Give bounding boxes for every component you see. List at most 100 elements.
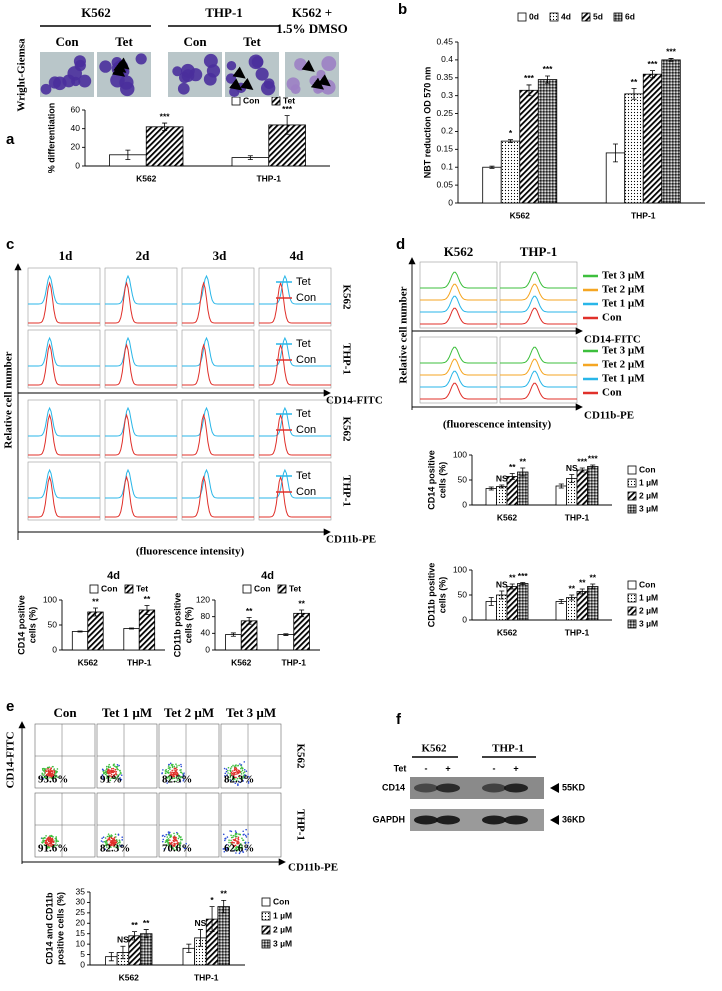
event-dot (179, 780, 182, 783)
legend-swatch (627, 504, 637, 514)
event-dot (168, 778, 171, 780)
event-dot (47, 836, 50, 839)
event-dot (105, 765, 108, 768)
event-dot (51, 837, 54, 840)
event-dot (174, 770, 177, 773)
event-dot (240, 764, 243, 766)
cell (290, 84, 301, 95)
bar (225, 634, 242, 651)
condition-label: Tet 1 µM (102, 705, 152, 720)
event-dot (174, 842, 176, 845)
error-bar (283, 633, 289, 636)
histogram-frame (27, 399, 101, 459)
significance-label: *** (160, 111, 171, 121)
event-dot (114, 833, 117, 836)
histogram-frame (419, 336, 498, 404)
y-axis-label: % differentiation (46, 103, 56, 174)
event-dot (176, 831, 178, 834)
event-dot (228, 845, 231, 848)
x-tick-label: THP-1 (127, 657, 152, 667)
event-dot (169, 779, 171, 782)
significance-label: ** (509, 572, 516, 582)
histogram-frame (181, 329, 255, 389)
event-dot (226, 846, 229, 849)
event-dot (112, 837, 114, 840)
cell (248, 54, 264, 70)
event-dot (109, 766, 112, 768)
event-dot (167, 769, 170, 772)
event-dot (49, 841, 52, 844)
cell (67, 66, 82, 81)
event-dot (236, 841, 239, 844)
event-dot (54, 837, 57, 840)
histogram-curve (28, 406, 100, 437)
event-dot (108, 834, 111, 837)
event-dot (233, 778, 236, 780)
legend-swatch (261, 897, 271, 907)
percent-label: 91.6% (38, 843, 68, 855)
percent-label: 82.3% (224, 774, 254, 786)
legend-label: Tet (136, 583, 148, 593)
event-dot (238, 852, 241, 855)
error-bar (129, 627, 135, 630)
legend-swatch (517, 12, 527, 22)
error-bar (108, 952, 114, 962)
event-dot (171, 766, 174, 769)
y-tick-label: 0 (462, 614, 467, 624)
event-dot (52, 773, 54, 776)
row-label: K562 (340, 284, 352, 310)
event-dot (120, 774, 123, 776)
event-dot (52, 840, 54, 842)
event-dot (49, 839, 52, 842)
event-dot (169, 773, 172, 776)
event-dot (161, 772, 163, 775)
event-dot (105, 839, 108, 842)
x-tick-label: THP-1 (565, 512, 590, 522)
event-dot (176, 772, 178, 774)
event-dot (108, 763, 111, 766)
event-dot (117, 833, 120, 836)
y-tick-label: 80 (201, 611, 211, 621)
cell (40, 83, 52, 95)
bar (642, 73, 663, 204)
event-dot (108, 847, 110, 850)
event-dot (113, 844, 116, 847)
y-tick-label: 120 (196, 594, 210, 604)
y-tick-label: 0 (80, 959, 85, 969)
legend-swatch (627, 491, 637, 501)
event-dot (171, 841, 173, 844)
event-dot (54, 840, 56, 842)
event-dot (168, 849, 170, 852)
event-dot (110, 844, 113, 846)
event-dot (168, 834, 171, 836)
event-dot (46, 766, 49, 769)
event-dot (47, 774, 49, 776)
error-bar (650, 70, 656, 79)
event-dot (236, 779, 238, 782)
legend-swatch (261, 925, 271, 935)
event-dot (243, 833, 245, 836)
event-dot (232, 764, 234, 767)
significance-label: ** (631, 77, 638, 87)
event-dot (107, 766, 110, 769)
event-dot (109, 772, 111, 774)
event-dot (173, 765, 176, 768)
legend-swatch (627, 580, 637, 590)
event-dot (117, 777, 120, 780)
x-tick-label: K562 (119, 972, 140, 982)
legend-label: 3 µM (639, 503, 658, 513)
y-tick-label: 0.05 (436, 179, 453, 189)
y-axis-label: NBT reduction OD 570 nm (422, 67, 432, 179)
row-label: K562 (294, 743, 306, 769)
event-dot (227, 779, 230, 781)
legend-swatch (627, 465, 637, 475)
event-dot (180, 769, 182, 771)
legend-swatch (124, 584, 134, 594)
error-bar (120, 945, 126, 960)
bar (496, 486, 508, 506)
bar (506, 476, 518, 506)
event-dot (46, 847, 49, 849)
legend-label: Tet 1 µM (602, 373, 645, 385)
event-dot (111, 767, 113, 770)
significance-label: NS (566, 463, 578, 473)
